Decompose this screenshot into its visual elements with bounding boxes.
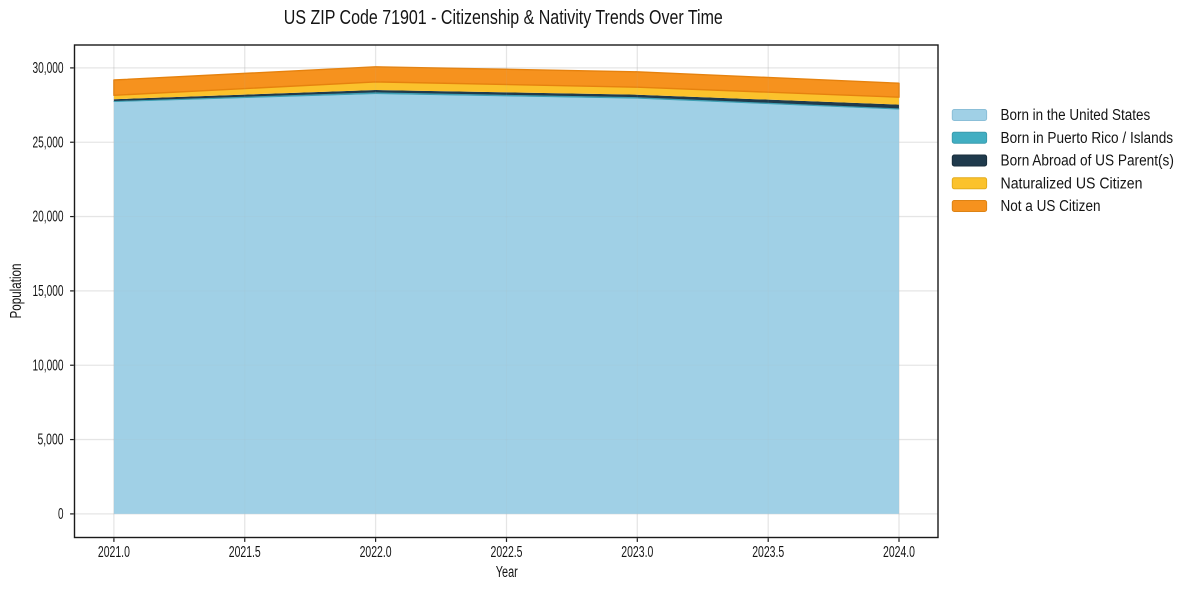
svg-text:15,000: 15,000 — [33, 283, 64, 300]
svg-text:2022.0: 2022.0 — [360, 544, 392, 561]
svg-text:25,000: 25,000 — [33, 134, 64, 151]
svg-text:Born in the United States: Born in the United States — [1001, 107, 1151, 124]
svg-text:20,000: 20,000 — [33, 209, 64, 226]
svg-text:2024.0: 2024.0 — [883, 544, 915, 561]
svg-text:Born in Puerto Rico / Islands: Born in Puerto Rico / Islands — [1001, 130, 1174, 147]
svg-text:Population: Population — [8, 264, 25, 319]
svg-text:5,000: 5,000 — [38, 432, 64, 449]
svg-text:2022.5: 2022.5 — [491, 544, 523, 561]
svg-text:Not a US Citizen: Not a US Citizen — [1001, 198, 1101, 215]
svg-text:US ZIP Code 71901 - Citizenshi: US ZIP Code 71901 - Citizenship & Nativi… — [284, 7, 723, 29]
svg-text:2021.0: 2021.0 — [98, 544, 130, 561]
svg-text:Year: Year — [496, 564, 518, 581]
svg-text:Naturalized US Citizen: Naturalized US Citizen — [1001, 175, 1143, 192]
svg-text:10,000: 10,000 — [33, 357, 64, 374]
svg-text:2023.5: 2023.5 — [752, 544, 784, 561]
svg-text:Born Abroad of US Parent(s): Born Abroad of US Parent(s) — [1001, 153, 1174, 170]
svg-text:30,000: 30,000 — [33, 60, 64, 77]
svg-text:2021.5: 2021.5 — [229, 544, 261, 561]
svg-text:0: 0 — [58, 506, 64, 523]
svg-text:2023.0: 2023.0 — [621, 544, 653, 561]
